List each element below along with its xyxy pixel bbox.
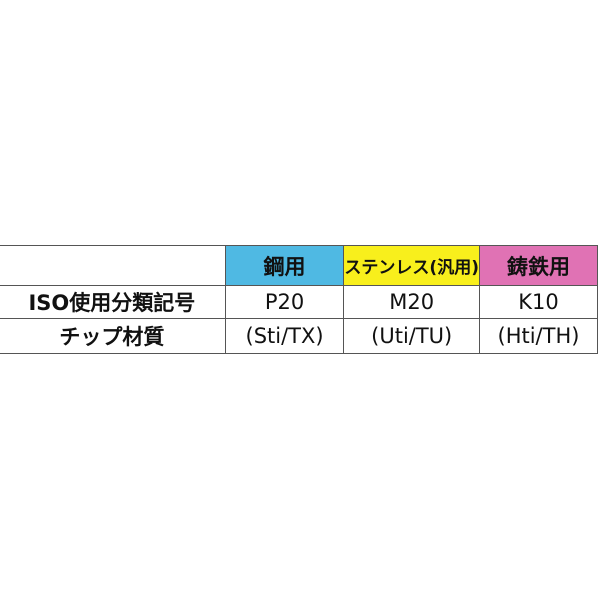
column-header: 鋼用 — [224, 245, 345, 286]
cell: P20 — [224, 285, 345, 319]
cell: M20 — [343, 285, 480, 319]
column-header: 鋳鉄用 — [478, 245, 599, 286]
spec-table: 鋼用 ステンレス(汎用) 鋳鉄用 ISO使用分類記号 P20 M20 K10 チ… — [0, 245, 599, 354]
cell: (Hti/TH) — [478, 318, 599, 354]
cell: (Uti/TU) — [343, 318, 480, 354]
table-row: チップ材質 (Sti/TX) (Uti/TU) (Hti/TH) — [0, 318, 599, 354]
table-row: ISO使用分類記号 P20 M20 K10 — [0, 285, 599, 319]
column-header: ステンレス(汎用) — [343, 245, 480, 286]
header-row: 鋼用 ステンレス(汎用) 鋳鉄用 — [0, 245, 599, 286]
cell: (Sti/TX) — [224, 318, 345, 354]
cell: K10 — [478, 285, 599, 319]
row-header: チップ材質 — [0, 318, 226, 354]
corner-cell — [0, 245, 226, 286]
row-header: ISO使用分類記号 — [0, 285, 226, 319]
